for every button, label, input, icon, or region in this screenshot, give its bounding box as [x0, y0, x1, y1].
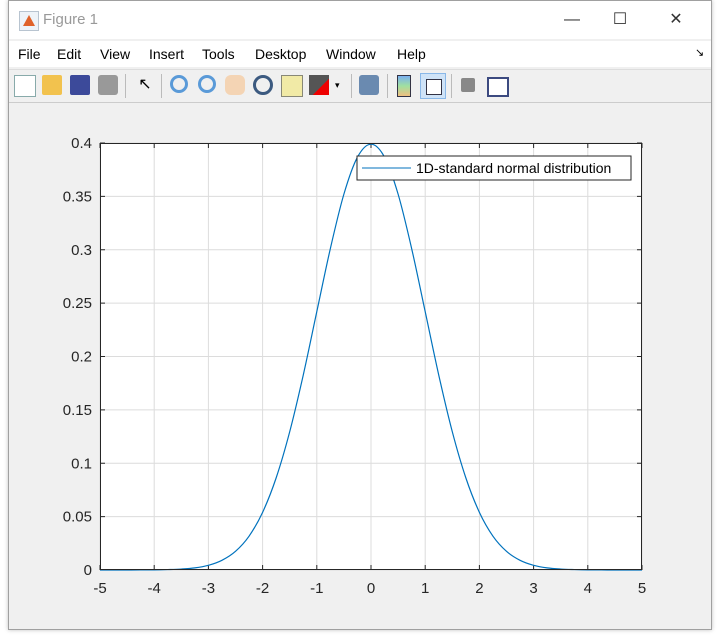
title-bar[interactable]: Figure 1 — ☐ ✕: [9, 1, 711, 39]
menu-file[interactable]: File: [18, 46, 41, 62]
legend-label: 1D-standard normal distribution: [416, 160, 611, 176]
menu-window[interactable]: Window: [326, 46, 376, 62]
brush-dropdown-icon[interactable]: ▾: [335, 80, 340, 90]
series-line: [99, 143, 643, 571]
close-button[interactable]: ✕: [669, 11, 683, 28]
y-tick-label: 0.05: [63, 509, 92, 526]
brush-icon[interactable]: [309, 75, 329, 95]
data-cursor-icon[interactable]: [281, 75, 303, 97]
figure-toolbar: ↖ ▾: [9, 69, 711, 103]
zoom-out-icon[interactable]: [198, 75, 216, 93]
menu-view[interactable]: View: [100, 46, 131, 62]
x-tick-label: 0: [367, 580, 375, 597]
menu-desktop[interactable]: Desktop: [255, 46, 307, 62]
x-tick-label: -5: [93, 580, 106, 597]
link-plot-icon[interactable]: [359, 75, 379, 95]
zoom-in-icon[interactable]: [170, 75, 188, 93]
x-tick-label: 5: [638, 580, 646, 597]
menu-bar: File Edit View Insert Tools Desktop Wind…: [9, 41, 711, 67]
window-title: Figure 1: [43, 11, 99, 28]
y-tick-label: 0.4: [71, 135, 92, 152]
y-tick-label: 0.1: [71, 455, 92, 472]
axes-box: [100, 143, 642, 570]
open-file-icon[interactable]: [42, 75, 62, 95]
matlab-logo-icon: [19, 11, 39, 31]
y-tick-label: 0.35: [63, 188, 92, 205]
x-tick-label: -2: [256, 580, 269, 597]
x-tick-label: -1: [310, 580, 323, 597]
y-tick-label: 0.3: [71, 242, 92, 259]
rotate-3d-icon[interactable]: [253, 75, 273, 95]
menu-help[interactable]: Help: [397, 46, 426, 62]
maximize-button[interactable]: ☐: [612, 11, 628, 28]
new-figure-icon[interactable]: [14, 75, 36, 97]
menu-tools[interactable]: Tools: [202, 46, 235, 62]
y-tick-label: 0.15: [63, 402, 92, 419]
insert-colorbar-icon[interactable]: [397, 75, 411, 97]
minimize-button[interactable]: —: [564, 11, 580, 28]
y-tick-label: 0.2: [71, 349, 92, 366]
print-icon[interactable]: [98, 75, 118, 95]
y-tick-label: 0: [84, 562, 92, 579]
x-tick-label: 4: [584, 580, 592, 597]
pan-hand-icon[interactable]: [225, 75, 245, 95]
hide-plot-tools-icon[interactable]: [461, 78, 475, 92]
x-tick-label: -3: [202, 580, 215, 597]
menu-edit[interactable]: Edit: [57, 46, 82, 62]
x-tick-label: -4: [148, 580, 161, 597]
edit-plot-pointer-icon[interactable]: ↖: [138, 76, 152, 93]
show-plot-tools-icon[interactable]: [487, 77, 509, 97]
x-tick-label: 2: [475, 580, 483, 597]
save-icon[interactable]: [70, 75, 90, 95]
x-tick-label: 1: [421, 580, 429, 597]
menu-insert[interactable]: Insert: [149, 46, 185, 62]
x-tick-label: 3: [529, 580, 537, 597]
dock-arrow-icon[interactable]: ↘: [695, 47, 705, 59]
y-tick-label: 0.25: [63, 295, 92, 312]
insert-legend-icon[interactable]: [420, 73, 446, 99]
